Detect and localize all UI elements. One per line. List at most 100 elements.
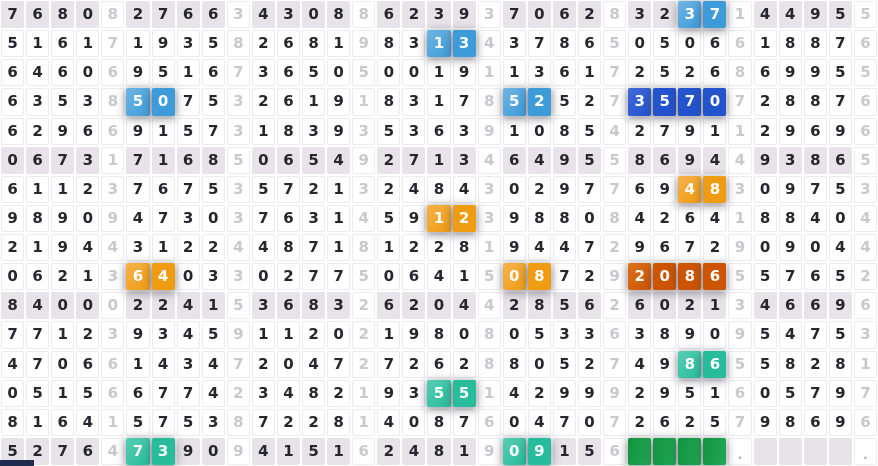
digit-cell: 3	[76, 146, 100, 174]
digit-cell: 4	[628, 204, 652, 232]
digit-cell: 4	[327, 146, 351, 174]
digit-cell: 3	[176, 30, 200, 58]
digit-cell: 4	[552, 234, 576, 262]
digit-cell: 8	[778, 204, 802, 232]
digit-cell: 8	[552, 117, 576, 145]
digit-cell: 0	[753, 379, 777, 407]
stat-digit-cell: 2	[603, 234, 627, 262]
stat-digit-cell: 8	[101, 1, 125, 29]
digit-cell: 6	[427, 350, 451, 378]
stat-digit-cell: 4	[352, 204, 376, 232]
stat-digit-cell: 4	[853, 234, 877, 262]
digit-cell: 2	[402, 234, 426, 262]
digit-cell: 1	[151, 146, 175, 174]
digit-cell: 4	[402, 175, 426, 203]
digit-cell: 1	[26, 30, 50, 58]
digit-cell: 1	[251, 321, 275, 349]
digit-cell: 5	[302, 59, 326, 87]
highlight-cell: 9	[527, 437, 551, 465]
digit-cell: 2	[1, 234, 25, 262]
digit-cell: 1	[151, 234, 175, 262]
digit-cell: 3	[126, 234, 150, 262]
digit-cell: 2	[251, 30, 275, 58]
stat-digit-cell: 9	[352, 146, 376, 174]
stat-digit-cell: 2	[352, 292, 376, 320]
digit-cell: 6	[628, 175, 652, 203]
digit-cell: 6	[276, 204, 301, 232]
highlight-cell: 5	[126, 88, 150, 116]
digit-cell: 8	[377, 88, 401, 116]
digit-cell: 6	[577, 292, 602, 320]
stat-digit-cell: 5	[226, 146, 250, 174]
digit-cell: 5	[778, 379, 802, 407]
digit-cell: 5	[653, 59, 677, 87]
stat-digit-cell: 8	[477, 350, 501, 378]
digit-cell: 5	[302, 437, 326, 465]
digit-cell: 5	[753, 263, 777, 291]
digit-cell: 5	[1, 437, 25, 465]
digit-cell: 7	[452, 88, 476, 116]
digit-cell: 2	[753, 88, 777, 116]
digit-cell: 1	[427, 146, 451, 174]
highlight-cell: 7	[126, 437, 150, 465]
digit-cell: 2	[76, 175, 100, 203]
digit-cell: 9	[577, 379, 602, 407]
digit-cell: 1	[51, 379, 75, 407]
stat-digit-cell: 3	[477, 1, 501, 29]
digit-cell: 9	[452, 59, 476, 87]
digit-cell: 5	[176, 117, 200, 145]
digit-cell: 7	[126, 175, 150, 203]
digit-cell: 2	[201, 234, 225, 262]
stat-digit-cell: 1	[352, 408, 376, 436]
stat-digit-cell: 5	[477, 263, 501, 291]
digit-cell: 6	[276, 88, 301, 116]
digit-cell: 1	[251, 117, 275, 145]
digit-cell: 0	[1, 263, 25, 291]
digit-cell: 6	[703, 59, 727, 87]
digit-cell: 7	[327, 263, 351, 291]
digit-cell: 7	[377, 350, 401, 378]
stat-digit-cell: 4	[477, 292, 501, 320]
digit-cell: 3	[628, 1, 652, 29]
digit-cell: 0	[176, 263, 200, 291]
digit-cell: 4	[176, 292, 200, 320]
digit-cell: 2	[377, 146, 401, 174]
digit-cell: 5	[151, 59, 175, 87]
digit-cell: 3	[628, 321, 652, 349]
digit-cell: 9	[678, 321, 702, 349]
digit-cell: 2	[527, 175, 551, 203]
digit-cell: 3	[502, 30, 526, 58]
digit-cell: 2	[628, 379, 652, 407]
digit-cell: 8	[26, 204, 50, 232]
digit-cell: 0	[527, 117, 551, 145]
stat-digit-cell: 3	[477, 204, 501, 232]
digit-cell: 0	[377, 263, 401, 291]
digit-cell: 2	[126, 292, 150, 320]
digit-cell: 8	[778, 408, 802, 436]
digit-cell: 1	[327, 30, 351, 58]
stat-digit-cell: 5	[853, 59, 877, 87]
stat-digit-cell: 4	[477, 30, 501, 58]
stat-digit-cell: 3	[226, 88, 250, 116]
digit-cell: 7	[803, 321, 827, 349]
digit-cell: 8	[201, 146, 225, 174]
stat-digit-cell: 9	[603, 379, 627, 407]
digit-cell: 6	[76, 437, 100, 465]
digit-cell: 0	[577, 408, 602, 436]
digit-cell: 4	[703, 146, 727, 174]
digit-cell: 7	[276, 175, 301, 203]
digit-cell: 7	[327, 350, 351, 378]
digit-cell: 5	[828, 59, 852, 87]
placeholder-dot-cell: .	[728, 437, 752, 465]
digit-cell: 2	[653, 204, 677, 232]
digit-cell: 8	[1, 408, 25, 436]
digit-cell: 8	[828, 350, 852, 378]
stat-digit-cell: 6	[101, 117, 125, 145]
digit-cell: 9	[176, 437, 200, 465]
digit-cell: 7	[251, 204, 275, 232]
digit-cell: 6	[1, 88, 25, 116]
digit-cell: 8	[803, 88, 827, 116]
digit-cell: 7	[828, 88, 852, 116]
digit-cell: 2	[176, 234, 200, 262]
stat-digit-cell: 7	[603, 88, 627, 116]
